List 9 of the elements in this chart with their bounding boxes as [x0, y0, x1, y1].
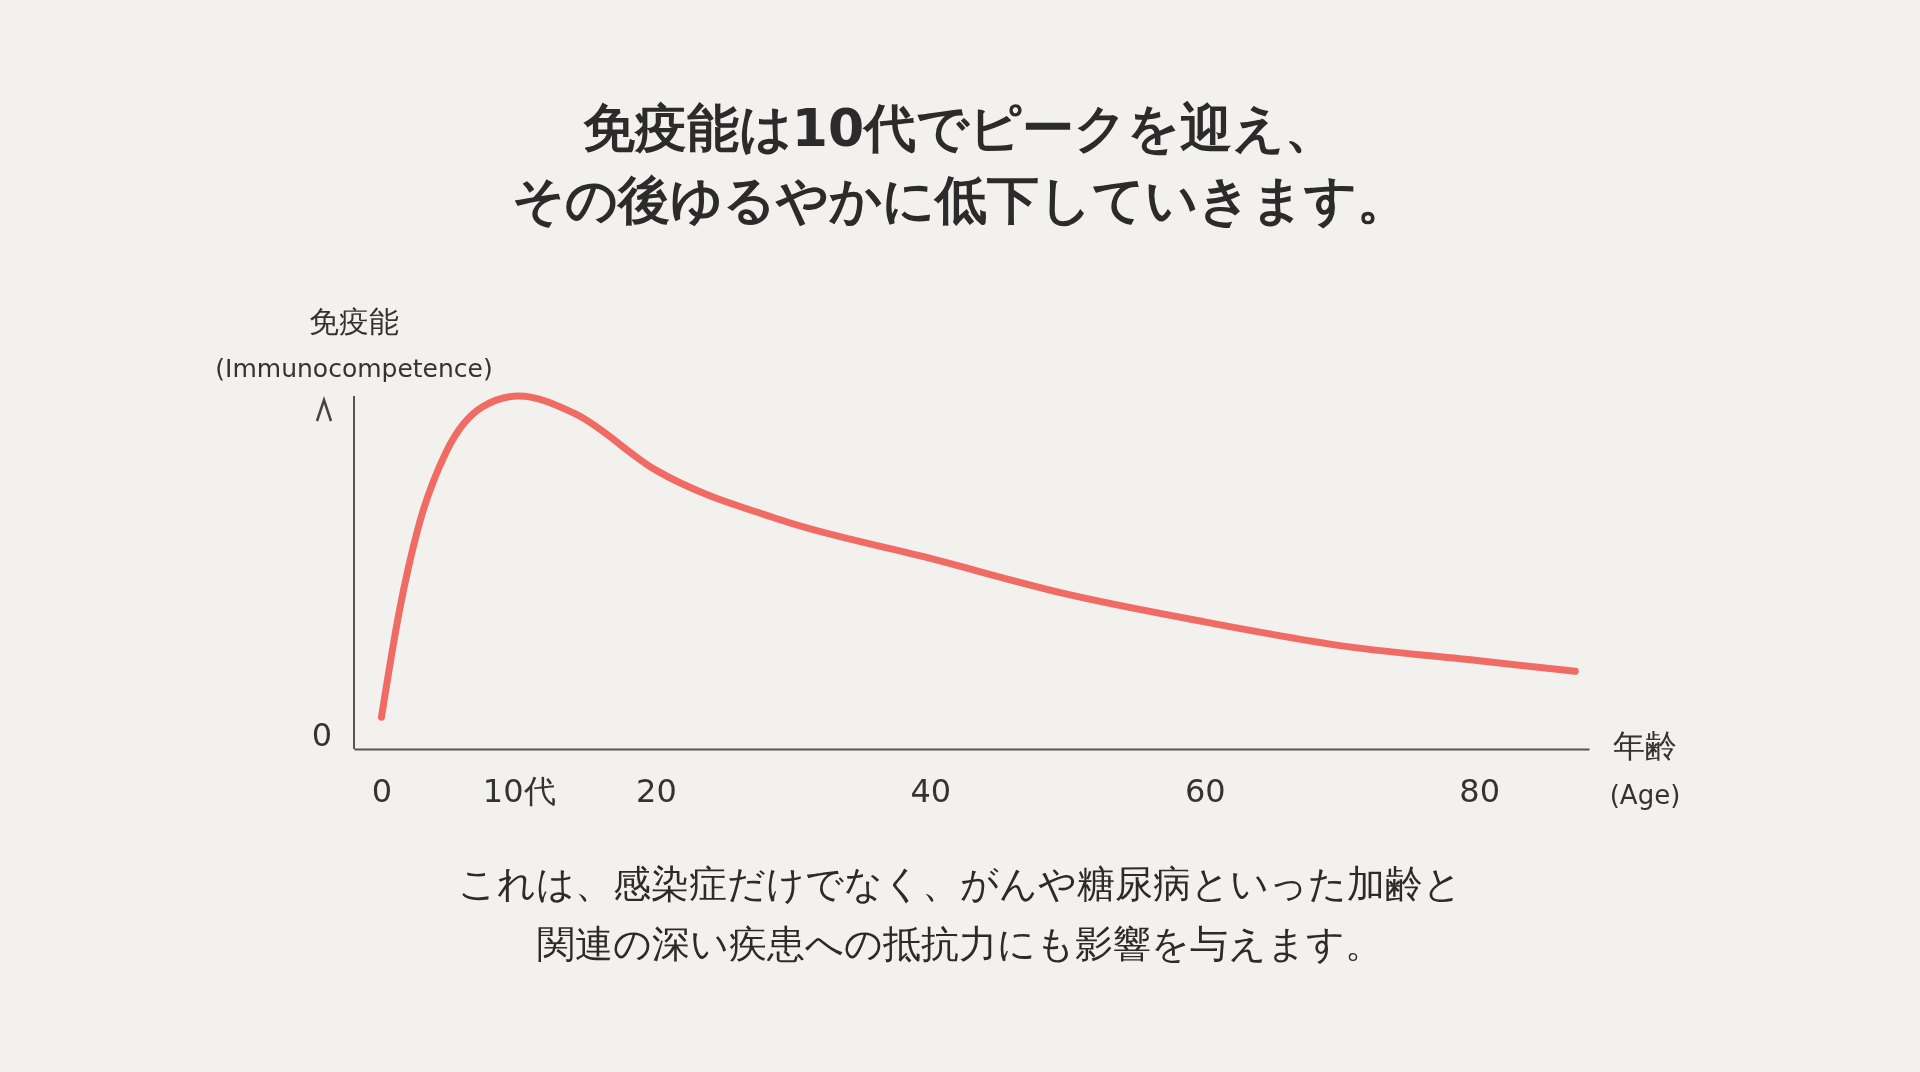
- x-tick-label: 10代: [482, 771, 556, 810]
- x-tick-label: 20: [636, 771, 677, 810]
- x-tick-label: 0: [371, 771, 393, 810]
- x-tick-label: 60: [1184, 771, 1226, 810]
- x-tick-label: 80: [1459, 771, 1501, 810]
- chart-title: 免疫能は10代でピークを迎え、その後ゆるやかに低下していきます。: [511, 98, 1409, 230]
- text: 0: [311, 716, 333, 754]
- text: これは、感染症だけでなく、がんや糖尿病といった加齢と関連の深い疾患への抵抗力にも影響を与えます。: [458, 862, 1462, 966]
- x-tick-label: 40: [910, 771, 952, 810]
